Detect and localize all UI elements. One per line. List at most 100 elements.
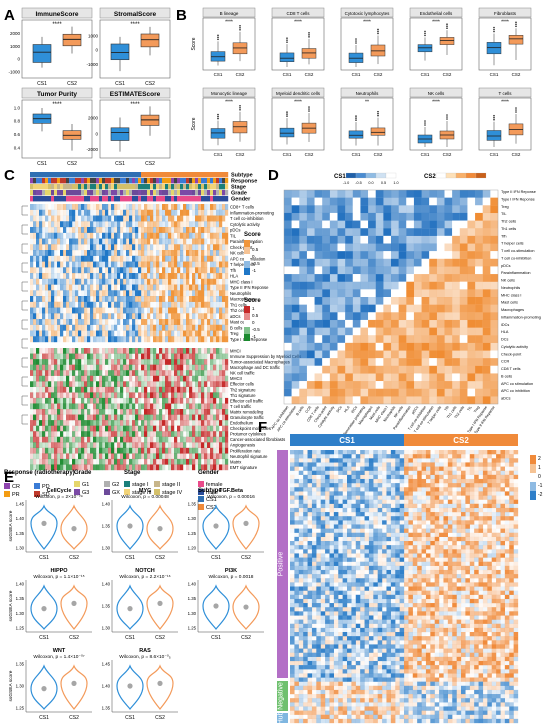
heatmap-cell — [72, 353, 76, 360]
heatmap-cell — [114, 301, 118, 308]
gene-cell — [404, 458, 409, 463]
gender-legend-swatch — [198, 489, 204, 495]
gene-cell — [408, 462, 413, 467]
heatmap-cell — [150, 386, 154, 393]
correlation-cell — [467, 327, 476, 336]
heatmap-cell — [51, 409, 55, 415]
correlation-cell — [421, 327, 430, 336]
heatmap-cell — [39, 409, 43, 415]
gene-cell — [299, 467, 304, 471]
heatmap-cell — [201, 273, 205, 279]
heatmap-cell — [114, 261, 118, 268]
heatmap-cell — [132, 255, 136, 262]
correlation-cell — [337, 251, 346, 259]
row-label: T cell co-stimulation — [501, 249, 534, 253]
heatmap-cell — [213, 458, 217, 465]
correlation-cell — [306, 388, 315, 397]
annotation-cell — [93, 196, 97, 202]
heatmap-cell — [159, 431, 163, 437]
legend-swatch-cs1 — [345, 172, 357, 179]
heatmap-cell — [174, 386, 178, 393]
heatmap-cell — [39, 447, 43, 454]
correlation-cell — [375, 289, 384, 298]
outlier-point — [493, 26, 495, 29]
heatmap-cell — [156, 370, 160, 376]
heatmap-cell — [45, 397, 49, 404]
heatmap-cell — [222, 370, 226, 376]
heatmap-cell — [189, 386, 193, 393]
heatmap-cell — [141, 459, 144, 465]
heatmap-cell — [75, 284, 79, 291]
annotation-cell — [192, 172, 196, 178]
heatmap-cell — [135, 261, 139, 268]
heatmap-cell — [210, 409, 214, 415]
heatmap-cell — [75, 215, 79, 222]
heatmap-cell — [126, 425, 130, 432]
heatmap-cell — [204, 348, 208, 354]
annotation-cell — [48, 196, 52, 202]
outlier-point — [493, 30, 495, 33]
heatmap-cell — [33, 319, 37, 325]
heatmap-cell — [99, 301, 103, 308]
heatmap-cell — [162, 284, 166, 291]
heatmap-cell — [210, 387, 213, 393]
correlation-cell — [337, 388, 346, 397]
annotation-cell — [159, 184, 163, 190]
heatmap-cell — [216, 458, 220, 465]
heatmap-cell — [171, 381, 175, 388]
heatmap-cell — [78, 216, 81, 222]
heatmap-cell — [219, 261, 223, 268]
heatmap-cell — [60, 336, 63, 342]
heatmap-cell — [39, 330, 43, 337]
annotation-cell — [39, 196, 43, 202]
heatmap-cell — [90, 414, 94, 421]
plot-title: Fibroblasts — [494, 11, 517, 16]
correlation-cell — [306, 342, 315, 351]
heatmap-cell — [75, 436, 79, 443]
gene-cell — [452, 454, 457, 459]
heatmap-cell — [150, 414, 154, 421]
correlation-cell — [421, 342, 430, 351]
gender-legend-swatch — [198, 481, 204, 487]
annotation-cell — [33, 190, 37, 196]
correlation-cell — [291, 396, 300, 405]
heatmap-cell — [96, 431, 100, 437]
heatmap-cell — [174, 426, 177, 432]
heatmap-cell — [87, 458, 91, 465]
heatmap-cell — [156, 364, 160, 371]
significance: **** — [363, 20, 371, 26]
heatmap-cell — [117, 403, 121, 410]
heatmap-cell — [207, 409, 211, 415]
heatmap-cell — [135, 431, 139, 437]
median-point — [71, 526, 77, 532]
heatmap-cell — [129, 425, 133, 432]
heatmap-cell — [129, 324, 133, 331]
correlation-cell — [413, 258, 422, 267]
heatmap-cell — [132, 244, 136, 251]
heatmap-cell — [117, 409, 120, 415]
heatmap-cell — [177, 381, 181, 388]
outlier-point — [308, 110, 310, 112]
correlation-cell — [383, 365, 392, 374]
heatmap-cell — [138, 319, 141, 325]
heatmap-cell — [75, 336, 79, 343]
heatmap-cell — [150, 284, 154, 291]
heatmap-cell — [54, 464, 58, 471]
heatmap-cell — [132, 353, 136, 360]
heatmap-cell — [204, 324, 208, 331]
heatmap-cell — [72, 397, 76, 404]
heatmap-cell — [78, 250, 82, 256]
annotation-cell — [138, 190, 142, 196]
heatmap-cell — [123, 330, 127, 337]
gene-cell — [478, 462, 484, 467]
heatmap-cell — [198, 375, 202, 382]
heatmap-cell — [117, 370, 121, 376]
heatmap-cell — [99, 204, 103, 210]
heatmap-cell — [60, 324, 64, 331]
annotation-cell — [105, 184, 109, 190]
heatmap-cell — [45, 324, 49, 331]
legend-swatch-cs1 — [365, 172, 377, 179]
heatmap-cell — [129, 284, 133, 291]
heatmap-cell — [180, 244, 184, 251]
heatmap-cell — [36, 353, 40, 360]
